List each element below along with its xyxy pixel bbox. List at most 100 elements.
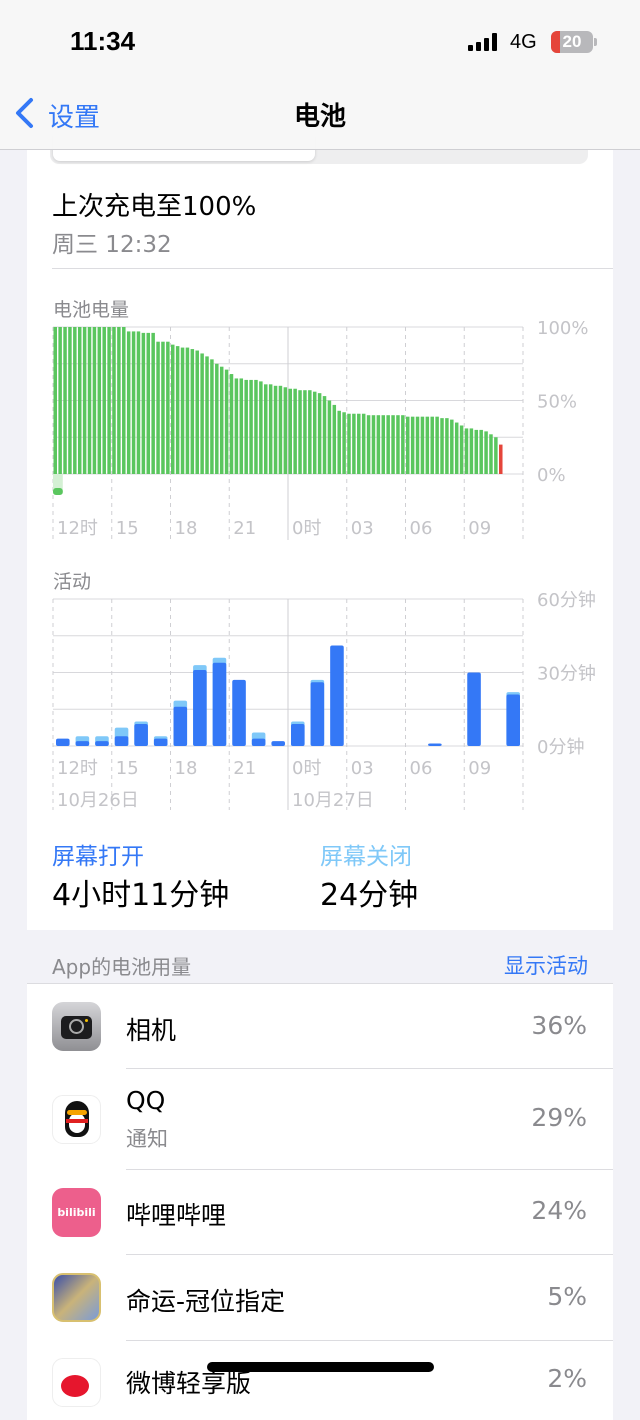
- battery-bar: [317, 393, 322, 474]
- battery-bar: [494, 437, 498, 474]
- battery-bar: [190, 349, 195, 474]
- chevron-left-icon[interactable]: [12, 97, 36, 129]
- battery-bar: [410, 416, 415, 474]
- battery-y-tick: 0%: [537, 465, 566, 486]
- battery-bar: [244, 379, 248, 474]
- battery-bar: [499, 444, 503, 474]
- activity-bar-screen-on: [134, 723, 148, 746]
- battery-bar: [87, 327, 92, 474]
- battery-bar: [469, 428, 474, 474]
- navigation-bar: 11:34 4G 20 设置 电池: [0, 0, 640, 150]
- battery-bar: [249, 379, 253, 474]
- battery-bar: [308, 390, 312, 474]
- divider: [52, 268, 613, 269]
- fgo-app-icon: [52, 1273, 101, 1322]
- screen-off-value: 24分钟: [320, 878, 419, 913]
- battery-x-tick: 03: [351, 518, 374, 539]
- battery-bar: [210, 359, 214, 474]
- battery-bar: [166, 341, 170, 474]
- battery-bar: [327, 400, 332, 474]
- app-percentage: 24%: [531, 1196, 587, 1225]
- battery-bar: [484, 431, 488, 474]
- battery-bar: [347, 413, 351, 474]
- battery-bar: [361, 413, 366, 474]
- battery-bar: [82, 327, 87, 474]
- last-charge-time: 周三 12:32: [52, 232, 172, 258]
- page-title: 电池: [293, 102, 346, 132]
- app-percentage: 36%: [531, 1011, 587, 1040]
- battery-bar: [131, 331, 136, 474]
- battery-bar: [92, 327, 97, 474]
- activity-title: 活动: [53, 571, 92, 593]
- charging-dot: [53, 488, 63, 495]
- battery-bar: [126, 331, 131, 474]
- activity-bar-screen-on: [506, 694, 520, 746]
- qq-app-icon: [52, 1095, 101, 1144]
- app-percentage: 29%: [531, 1103, 587, 1132]
- activity-bar-screen-on: [467, 672, 481, 746]
- app-name: QQ: [126, 1086, 166, 1115]
- battery-bar: [185, 347, 190, 474]
- battery-bar: [171, 344, 175, 474]
- battery-bar: [440, 418, 444, 474]
- battery-x-tick: 18: [175, 518, 198, 539]
- bilibili-app-icon: bilibili: [52, 1188, 101, 1237]
- battery-bar: [479, 429, 483, 474]
- activity-x-tick: 06: [410, 758, 433, 779]
- network-type: 4G: [510, 31, 537, 53]
- battery-bar: [63, 327, 67, 474]
- battery-bar: [73, 327, 77, 474]
- battery-bar: [68, 327, 72, 474]
- activity-y-tick: 60分钟: [537, 590, 596, 611]
- app-percentage: 5%: [547, 1282, 587, 1311]
- home-indicator[interactable]: [207, 1362, 434, 1372]
- battery-bar: [151, 332, 155, 474]
- battery-level-title: 电池电量: [53, 299, 130, 321]
- battery-x-tick: 06: [410, 518, 433, 539]
- battery-bar: [180, 347, 185, 474]
- app-name: 命运-冠位指定: [126, 1287, 286, 1316]
- activity-bar-screen-on: [330, 645, 344, 746]
- activity-bar-screen-on: [75, 741, 90, 746]
- activity-bar-screen-on: [114, 736, 129, 746]
- activity-x-tick: 12时: [57, 758, 98, 779]
- battery-bar: [357, 413, 361, 474]
- back-label[interactable]: 设置: [48, 103, 101, 133]
- battery-bar: [371, 415, 376, 474]
- battery-bar: [352, 413, 356, 474]
- battery-bar: [205, 356, 209, 474]
- battery-bar: [450, 419, 454, 474]
- show-activity-button[interactable]: 显示活动: [504, 954, 588, 978]
- battery-bar: [406, 416, 410, 474]
- activity-y-tick: 30分钟: [537, 664, 596, 685]
- battery-bar: [175, 346, 180, 474]
- activity-date-label: 10月26日: [57, 790, 139, 811]
- battery-bar: [136, 331, 141, 474]
- battery-charts: 100% 50% 0% 12时 15 18 21 0时 03 06 09 60分钟 30分钟 0分钟 12时…: [52, 318, 596, 811]
- activity-bar-screen-on: [193, 670, 207, 746]
- divider: [27, 983, 613, 984]
- battery-bar: [107, 327, 111, 474]
- apps-section-title: App的电池用量: [52, 955, 192, 979]
- battery-bar: [322, 396, 327, 474]
- battery-bar: [122, 327, 126, 474]
- activity-date-label: 10月27日: [292, 790, 374, 811]
- battery-bar: [396, 415, 400, 474]
- app-name: 相机: [126, 1016, 177, 1045]
- activity-bar-screen-on: [173, 706, 188, 746]
- battery-bar: [489, 434, 493, 474]
- battery-bar: [401, 415, 405, 474]
- divider: [126, 1169, 613, 1170]
- battery-bar: [195, 350, 199, 474]
- battery-bar: [415, 416, 420, 474]
- battery-cap: [594, 38, 597, 46]
- battery-y-tick: 50%: [537, 392, 577, 413]
- battery-bar: [259, 381, 263, 474]
- apps-section-header: [0, 930, 640, 984]
- battery-bar: [298, 390, 302, 474]
- activity-bar-screen-on: [153, 738, 168, 746]
- battery-x-tick: 12时: [57, 518, 98, 539]
- battery-bar: [254, 379, 258, 474]
- activity-x-tick: 18: [175, 758, 198, 779]
- battery-bar: [77, 327, 82, 474]
